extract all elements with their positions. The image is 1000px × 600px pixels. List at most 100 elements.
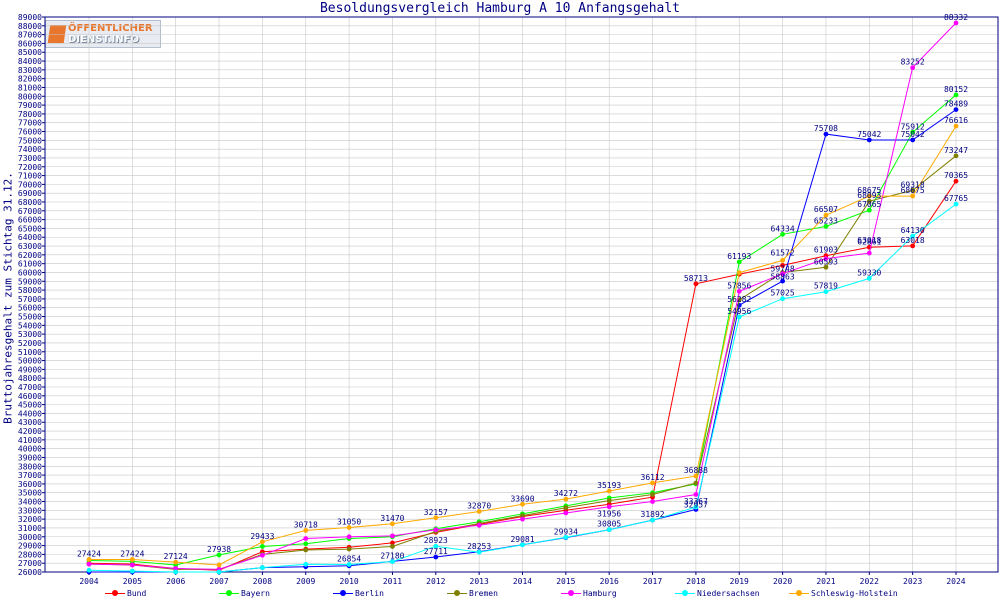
data-point-niedersachsen [780, 296, 785, 302]
x-tick-label: 2023 [903, 577, 922, 586]
y-tick-label: 34000 [18, 498, 42, 507]
data-label: 27938 [207, 545, 231, 554]
data-label: 57856 [727, 281, 751, 290]
data-point-bremen [520, 513, 525, 519]
data-point-niedersachsen [823, 289, 829, 295]
data-point-hamburg [520, 516, 525, 522]
y-tick-label: 83000 [18, 66, 42, 75]
legend-label: Schleswig-Holstein [811, 589, 898, 598]
x-tick-label: 2009 [296, 577, 315, 586]
y-tick-label: 52000 [18, 339, 42, 348]
data-point-berlin [823, 131, 829, 137]
y-tick-label: 50000 [18, 357, 42, 366]
data-label: 62861 [857, 237, 881, 246]
data-label: 54956 [727, 307, 751, 316]
logo-text-line1: ÖFFENTLICHER [68, 23, 153, 34]
x-tick-label: 2022 [860, 577, 879, 586]
y-tick-label: 65000 [18, 224, 42, 233]
data-point-niedersachsen [260, 565, 265, 570]
y-tick-label: 84000 [18, 57, 42, 66]
data-label: 30718 [294, 520, 318, 529]
data-point-bayern [216, 552, 222, 558]
data-label: 68093 [857, 191, 881, 200]
y-tick-label: 88000 [18, 22, 42, 31]
data-point-schleswig-holstein [86, 557, 92, 562]
y-tick-label: 58000 [18, 286, 42, 295]
y-tick-label: 26000 [18, 568, 42, 577]
y-tick-label: 60000 [18, 268, 42, 277]
data-point-hamburg [433, 527, 439, 533]
y-tick-label: 49000 [18, 365, 42, 374]
y-tick-label: 47000 [18, 383, 42, 392]
data-point-niedersachsen [86, 567, 92, 573]
data-point-bayern [910, 129, 916, 135]
data-label: 31956 [597, 510, 621, 519]
data-point-schleswig-holstein [216, 562, 222, 568]
y-tick-label: 77000 [18, 119, 42, 128]
legend-label: Bremen [469, 589, 498, 598]
data-point-bremen [563, 505, 569, 511]
x-tick-label: 2008 [253, 577, 272, 586]
y-tick-label: 72000 [18, 163, 42, 172]
data-label: 56282 [727, 295, 751, 304]
data-point-berlin [433, 554, 439, 560]
data-point-niedersachsen [173, 569, 179, 575]
x-tick-label: 2010 [339, 577, 358, 586]
data-point-hamburg [260, 552, 265, 558]
data-point-niedersachsen [606, 527, 612, 533]
series-lines [86, 20, 959, 575]
data-point-niedersachsen [736, 314, 742, 320]
data-label: 57819 [814, 282, 838, 291]
data-point-bayern [260, 544, 265, 549]
data-point-berlin [910, 137, 916, 143]
data-point-hamburg [736, 288, 742, 294]
legend-label: Niedersachsen [697, 589, 760, 598]
data-label: 88332 [944, 13, 968, 22]
data-label: 75912 [901, 122, 925, 131]
data-point-schleswig-holstein [390, 521, 395, 527]
y-tick-label: 73000 [18, 154, 42, 163]
data-point-berlin [780, 278, 785, 284]
y-tick-label: 85000 [18, 48, 42, 57]
data-label: 29934 [554, 527, 578, 536]
y-tick-label: 33000 [18, 506, 42, 515]
data-point-niedersachsen [693, 504, 699, 510]
data-point-niedersachsen [866, 275, 872, 281]
x-tick-label: 2014 [513, 577, 532, 586]
data-point-bund [953, 178, 959, 184]
legend-marker-icon [568, 590, 574, 596]
data-label: 73247 [944, 146, 968, 155]
y-tick-label: 56000 [18, 304, 42, 313]
x-tick-label: 2012 [426, 577, 445, 586]
y-tick-label: 41000 [18, 436, 42, 445]
data-label: 59748 [771, 265, 795, 274]
data-label: 69318 [901, 180, 925, 189]
data-point-bayern [823, 223, 829, 229]
data-label: 31892 [641, 510, 665, 519]
data-point-schleswig-holstein [476, 509, 482, 514]
data-label: 58863 [771, 272, 795, 281]
data-point-niedersachsen [476, 549, 482, 555]
data-point-schleswig-holstein [866, 193, 872, 199]
data-point-niedersachsen [910, 233, 916, 239]
data-point-hamburg [563, 510, 569, 516]
data-point-schleswig-holstein [823, 212, 829, 218]
data-label: 64334 [771, 224, 795, 233]
data-label: 67065 [857, 200, 881, 209]
data-point-bremen [693, 480, 699, 486]
data-point-schleswig-holstein [303, 528, 309, 533]
data-point-bremen [650, 492, 655, 497]
data-label: 33690 [510, 494, 534, 503]
data-label: 29433 [250, 532, 274, 541]
y-tick-label: 71000 [18, 172, 42, 181]
legend-label: Bund [127, 589, 147, 598]
y-tick-label: 29000 [18, 542, 42, 551]
y-tick-label: 87000 [18, 31, 42, 40]
data-point-schleswig-holstein [910, 193, 916, 199]
data-point-niedersachsen [129, 568, 135, 574]
data-point-hamburg [390, 533, 395, 539]
y-tick-label: 32000 [18, 515, 42, 524]
data-point-berlin [866, 137, 872, 143]
data-point-hamburg [129, 562, 135, 568]
